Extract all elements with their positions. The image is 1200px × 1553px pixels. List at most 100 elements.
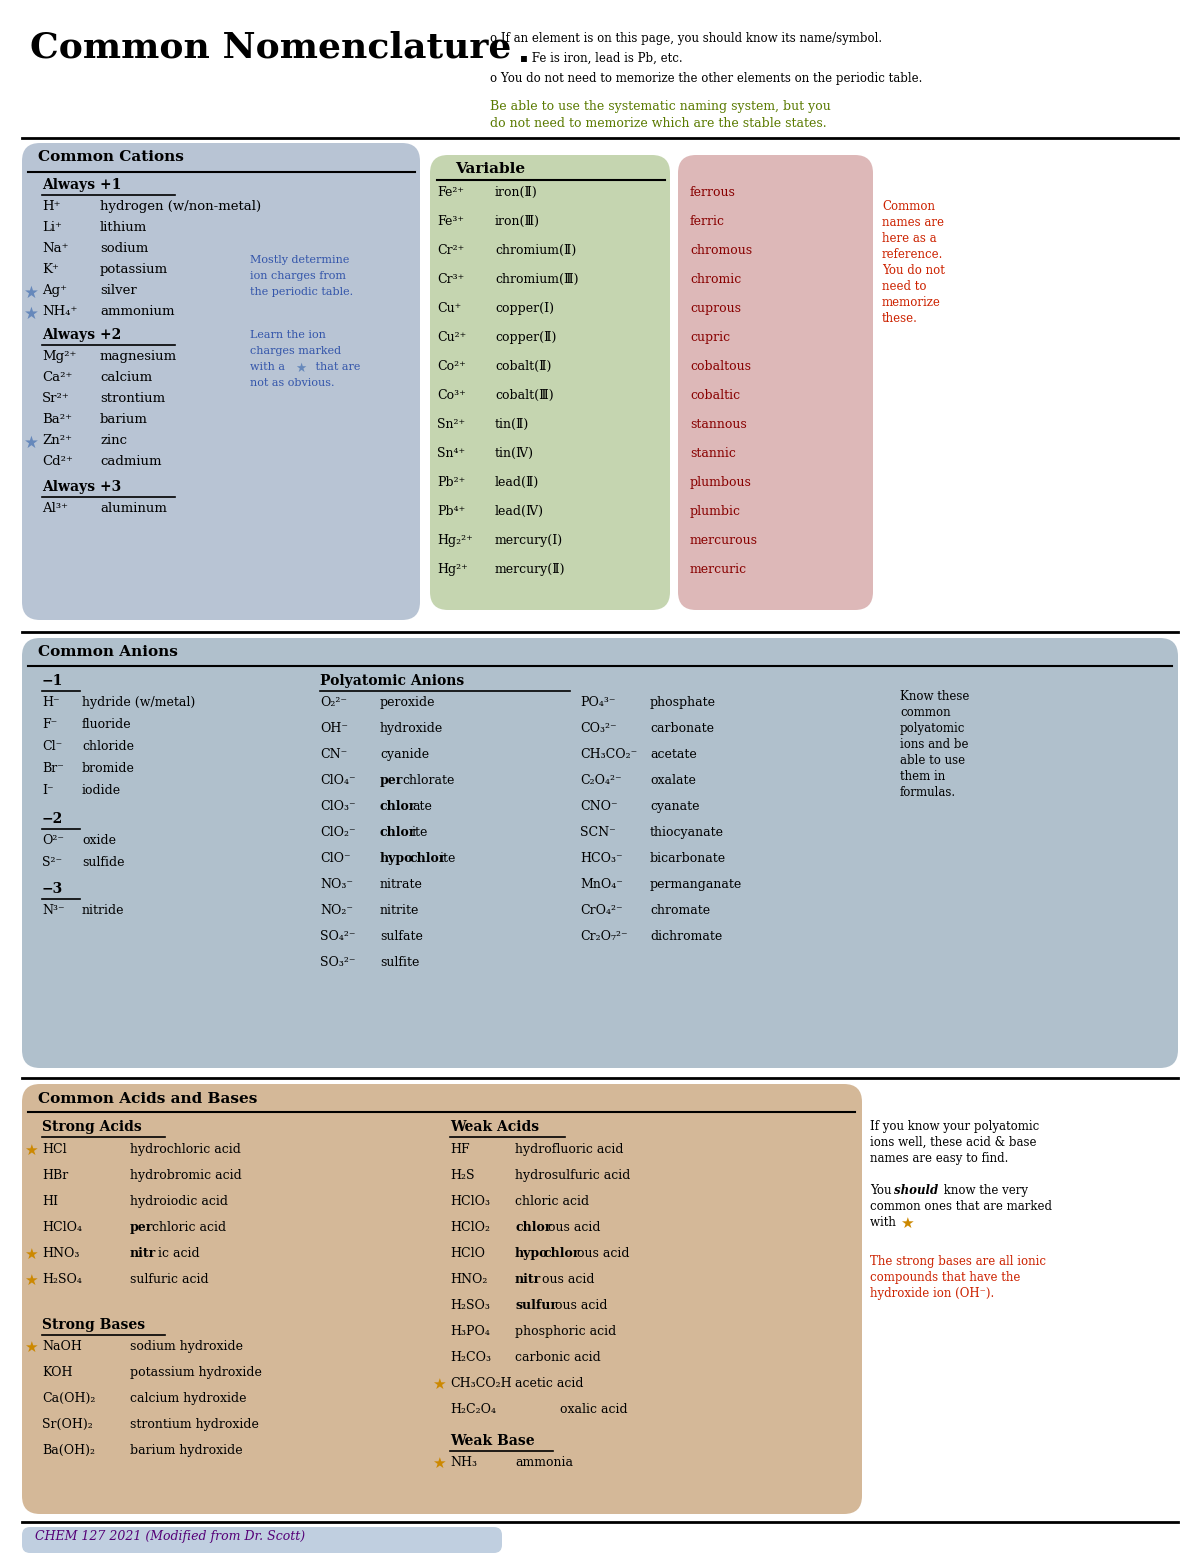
Text: CN⁻: CN⁻	[320, 749, 347, 761]
Text: F⁻: F⁻	[42, 717, 58, 731]
Text: Know these: Know these	[900, 690, 970, 704]
Text: iron(Ⅲ): iron(Ⅲ)	[496, 214, 540, 228]
Text: lithium: lithium	[100, 221, 148, 235]
Text: mercury(Ⅰ): mercury(Ⅰ)	[496, 534, 563, 547]
Text: Sr(OH)₂: Sr(OH)₂	[42, 1418, 92, 1430]
Text: ammonium: ammonium	[100, 304, 174, 318]
Text: common ones that are marked: common ones that are marked	[870, 1200, 1052, 1213]
Text: ite: ite	[412, 826, 428, 839]
Text: cuprous: cuprous	[690, 301, 742, 315]
Text: Polyatomic Anions: Polyatomic Anions	[320, 674, 464, 688]
Text: Common Nomenclature: Common Nomenclature	[30, 30, 511, 64]
Text: H₂SO₄: H₂SO₄	[42, 1273, 82, 1286]
Text: oxide: oxide	[82, 834, 116, 846]
Text: stannic: stannic	[690, 447, 736, 460]
Text: CNO⁻: CNO⁻	[580, 800, 618, 814]
Text: Be able to use the systematic naming system, but you: Be able to use the systematic naming sys…	[490, 99, 830, 113]
Text: S²⁻: S²⁻	[42, 856, 62, 870]
Text: nitrate: nitrate	[380, 877, 422, 891]
Text: acetate: acetate	[650, 749, 697, 761]
Text: sulfuric acid: sulfuric acid	[130, 1273, 209, 1286]
Text: H⁻: H⁻	[42, 696, 60, 710]
Text: HF: HF	[450, 1143, 469, 1155]
Text: chlor: chlor	[544, 1247, 581, 1259]
Text: Cu⁺: Cu⁺	[437, 301, 461, 315]
Text: Mg²⁺: Mg²⁺	[42, 349, 77, 363]
Text: carbonate: carbonate	[650, 722, 714, 735]
Text: permanganate: permanganate	[650, 877, 743, 891]
Text: peroxide: peroxide	[380, 696, 436, 710]
Text: Al³⁺: Al³⁺	[42, 502, 68, 516]
Text: mercuric: mercuric	[690, 564, 748, 576]
Text: −3: −3	[42, 882, 64, 896]
Text: do not need to memorize which are the stable states.: do not need to memorize which are the st…	[490, 116, 827, 130]
Text: OH⁻: OH⁻	[320, 722, 348, 735]
Text: O²⁻: O²⁻	[42, 834, 64, 846]
Text: names are easy to find.: names are easy to find.	[870, 1152, 1008, 1165]
Text: ClO₄⁻: ClO₄⁻	[320, 773, 355, 787]
Text: tin(Ⅱ): tin(Ⅱ)	[496, 418, 529, 432]
Text: sodium hydroxide: sodium hydroxide	[130, 1340, 242, 1353]
Text: chloride: chloride	[82, 739, 134, 753]
FancyBboxPatch shape	[22, 1527, 502, 1553]
Text: plumbic: plumbic	[690, 505, 742, 519]
Text: Na⁺: Na⁺	[42, 242, 68, 255]
Text: lead(Ⅱ): lead(Ⅱ)	[496, 477, 539, 489]
Text: HClO₂: HClO₂	[450, 1221, 490, 1235]
Text: cupric: cupric	[690, 331, 730, 345]
Text: the periodic table.: the periodic table.	[250, 287, 353, 297]
Text: SO₃²⁻: SO₃²⁻	[320, 957, 355, 969]
Text: chromium(Ⅱ): chromium(Ⅱ)	[496, 244, 576, 256]
Text: CH₃CO₂⁻: CH₃CO₂⁻	[580, 749, 637, 761]
Text: SCN⁻: SCN⁻	[580, 826, 616, 839]
Text: potassium hydroxide: potassium hydroxide	[130, 1367, 262, 1379]
Text: NO₂⁻: NO₂⁻	[320, 904, 353, 916]
Text: Co³⁺: Co³⁺	[437, 388, 466, 402]
Text: ★: ★	[900, 1216, 913, 1232]
Text: Fe³⁺: Fe³⁺	[437, 214, 464, 228]
Text: Br⁻: Br⁻	[42, 763, 64, 775]
Text: Weak Acids: Weak Acids	[450, 1120, 539, 1134]
Text: cadmium: cadmium	[100, 455, 162, 467]
Text: Ca(OH)₂: Ca(OH)₂	[42, 1391, 95, 1405]
Text: NH₄⁺: NH₄⁺	[42, 304, 77, 318]
Text: I⁻: I⁻	[42, 784, 54, 797]
Text: H₂CO₃: H₂CO₃	[450, 1351, 491, 1364]
Text: ★: ★	[24, 1273, 37, 1287]
Text: able to use: able to use	[900, 755, 965, 767]
Text: here as a: here as a	[882, 231, 937, 245]
Text: iodide: iodide	[82, 784, 121, 797]
Text: cyanate: cyanate	[650, 800, 700, 814]
Text: Common: Common	[882, 200, 935, 213]
Text: HCO₃⁻: HCO₃⁻	[580, 853, 623, 865]
Text: bicarbonate: bicarbonate	[650, 853, 726, 865]
Text: H₃PO₄: H₃PO₄	[450, 1325, 490, 1339]
Text: dichromate: dichromate	[650, 930, 722, 943]
Text: polyatomic: polyatomic	[900, 722, 965, 735]
Text: memorize: memorize	[882, 297, 941, 309]
Text: Cr₂O₇²⁻: Cr₂O₇²⁻	[580, 930, 628, 943]
Text: hydrogen (w/non-metal): hydrogen (w/non-metal)	[100, 200, 262, 213]
Text: NH₃: NH₃	[450, 1457, 478, 1469]
Text: that are: that are	[312, 362, 360, 373]
Text: ClO₂⁻: ClO₂⁻	[320, 826, 355, 839]
Text: ★: ★	[432, 1378, 445, 1391]
Text: Fe²⁺: Fe²⁺	[437, 186, 464, 199]
Text: hydroiodic acid: hydroiodic acid	[130, 1194, 228, 1208]
Text: You do not: You do not	[882, 264, 944, 276]
Text: HBr: HBr	[42, 1169, 68, 1182]
Text: phosphate: phosphate	[650, 696, 716, 710]
Text: Sn²⁺: Sn²⁺	[437, 418, 466, 432]
Text: chlor: chlor	[380, 800, 416, 814]
Text: iron(Ⅱ): iron(Ⅱ)	[496, 186, 538, 199]
Text: PO₄³⁻: PO₄³⁻	[580, 696, 616, 710]
Text: N³⁻: N³⁻	[42, 904, 65, 916]
Text: Cl⁻: Cl⁻	[42, 739, 62, 753]
Text: hydrofluoric acid: hydrofluoric acid	[515, 1143, 624, 1155]
Text: Hg₂²⁺: Hg₂²⁺	[437, 534, 473, 547]
Text: Pb²⁺: Pb²⁺	[437, 477, 466, 489]
Text: ★: ★	[24, 1143, 37, 1159]
Text: Li⁺: Li⁺	[42, 221, 62, 235]
Text: ClO₃⁻: ClO₃⁻	[320, 800, 355, 814]
Text: stannous: stannous	[690, 418, 746, 432]
